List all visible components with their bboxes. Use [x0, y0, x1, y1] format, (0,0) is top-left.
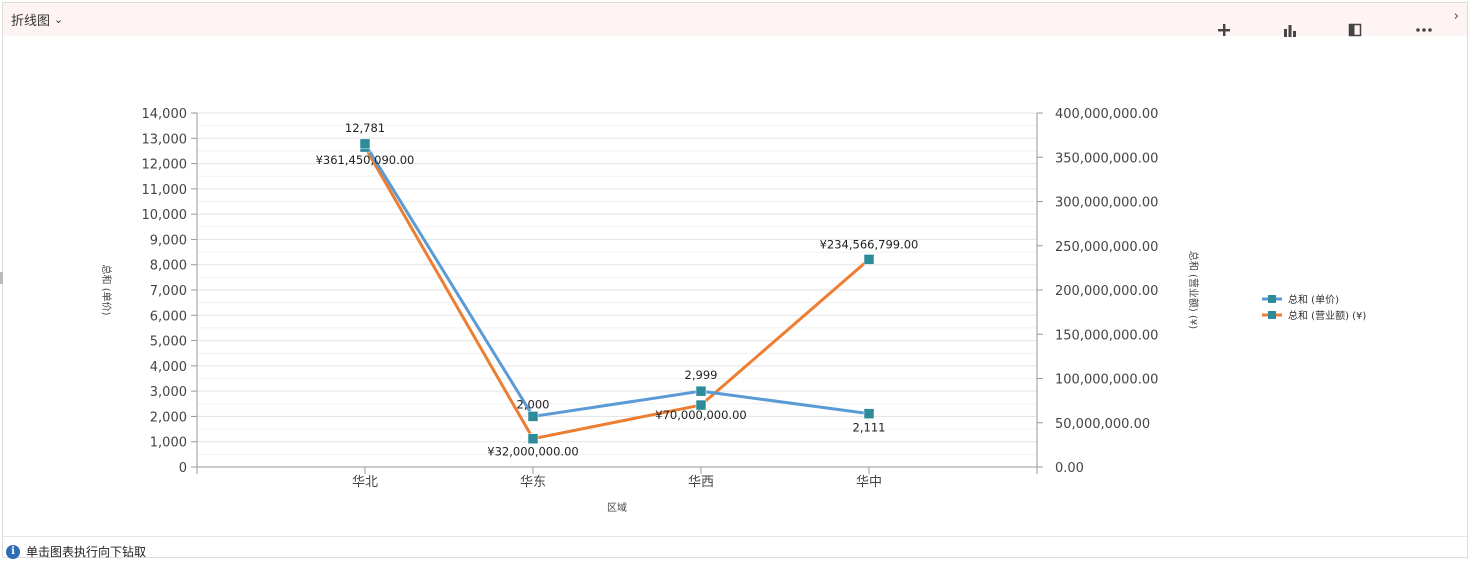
left-axis-tick-label: 12,000 [142, 158, 188, 173]
left-axis-tick-label: 5,000 [150, 335, 187, 350]
panel-header: 折线图 ⌄ › [3, 3, 1467, 36]
left-axis-tick-label: 8,000 [150, 259, 187, 274]
right-axis-tick-label: 50,000,000.00 [1055, 417, 1150, 432]
data-label-unit-price: 2,111 [853, 421, 886, 435]
chevron-right-icon[interactable]: › [1453, 9, 1459, 24]
left-axis-tick-label: 1,000 [150, 436, 187, 451]
data-label-unit-price: 2,999 [685, 368, 718, 382]
chart-type-dropdown[interactable]: 折线图 ⌄ [11, 10, 63, 29]
right-axis-title: 总和 (营业额) (¥) [1187, 251, 1200, 329]
more-icon[interactable] [1414, 22, 1434, 38]
left-axis-tick-label: 4,000 [150, 360, 187, 375]
data-label-revenue: ¥32,000,000.00 [487, 445, 578, 459]
data-point-revenue [695, 399, 707, 411]
legend-item-label: 总和 (单价) [1288, 293, 1339, 306]
series-line-revenue [363, 146, 870, 441]
right-axis-tick-label: 200,000,000.00 [1055, 284, 1158, 299]
data-point-unit-price [863, 408, 875, 419]
right-axis-tick-label: 250,000,000.00 [1055, 240, 1158, 255]
left-axis-title: 总和 (单价) [100, 265, 113, 316]
left-axis-tick-label: 11,000 [142, 183, 188, 198]
plus-icon[interactable] [1216, 22, 1232, 38]
data-point-unit-price [359, 138, 371, 150]
category-label: 华北 [352, 475, 378, 490]
data-label-revenue: ¥234,566,799.00 [820, 237, 919, 251]
right-axis-tick-label: 350,000,000.00 [1055, 151, 1158, 166]
category-label: 华西 [688, 475, 714, 490]
data-point-unit-price [695, 385, 707, 397]
category-label: 华中 [856, 475, 882, 490]
right-axis-tick-label: 300,000,000.00 [1055, 196, 1158, 211]
data-point-revenue [863, 254, 875, 265]
left-axis-tick-label: 13,000 [142, 132, 188, 147]
data-label-revenue: ¥70,000,000.00 [655, 408, 746, 422]
data-point-revenue [527, 433, 539, 444]
left-axis-tick-label: 14,000 [142, 107, 188, 122]
footer: i 单击图表执行向下钻取 [6, 543, 146, 560]
legend-swatch-marker [1268, 295, 1276, 303]
footer-divider [3, 536, 1467, 537]
legend-item-label: 总和 (营业额) (¥) [1288, 309, 1366, 322]
left-axis-tick-label: 2,000 [150, 410, 187, 425]
right-axis-tick-label: 150,000,000.00 [1055, 328, 1158, 343]
left-axis-tick-label: 3,000 [150, 385, 187, 400]
right-axis-tick-label: 0.00 [1055, 461, 1084, 476]
data-label-unit-price: 12,781 [345, 121, 385, 135]
right-axis-tick-label: 400,000,000.00 [1055, 107, 1158, 122]
export-icon[interactable] [1347, 22, 1363, 38]
left-axis-tick-label: 0 [179, 461, 187, 476]
left-axis-tick-label: 9,000 [150, 233, 187, 248]
category-label: 华东 [520, 475, 546, 490]
data-label-unit-price: 2,000 [517, 397, 550, 411]
chart-type-label: 折线图 [11, 14, 51, 29]
edge-marker [0, 272, 3, 284]
chart-icon[interactable] [1282, 22, 1298, 38]
x-axis-title: 区域 [607, 501, 627, 514]
data-point-unit-price [527, 411, 539, 422]
drilldown-hint: 单击图表执行向下钻取 [26, 545, 147, 559]
chevron-down-icon: ⌄ [54, 13, 64, 26]
right-axis-tick-label: 100,000,000.00 [1055, 373, 1158, 388]
legend-swatch-marker [1268, 311, 1276, 319]
data-label-revenue: ¥361,450,090.00 [316, 153, 415, 167]
left-axis-tick-label: 7,000 [150, 284, 187, 299]
info-icon: i [6, 544, 20, 559]
left-axis-tick-label: 10,000 [142, 208, 188, 223]
left-axis-tick-label: 6,000 [150, 309, 187, 324]
series-line-unit-price [363, 143, 870, 418]
line-chart[interactable]: 0 1,000 2,000 3,000 4,000 5,000 6,000 7,000 8,00… [0, 40, 1472, 530]
